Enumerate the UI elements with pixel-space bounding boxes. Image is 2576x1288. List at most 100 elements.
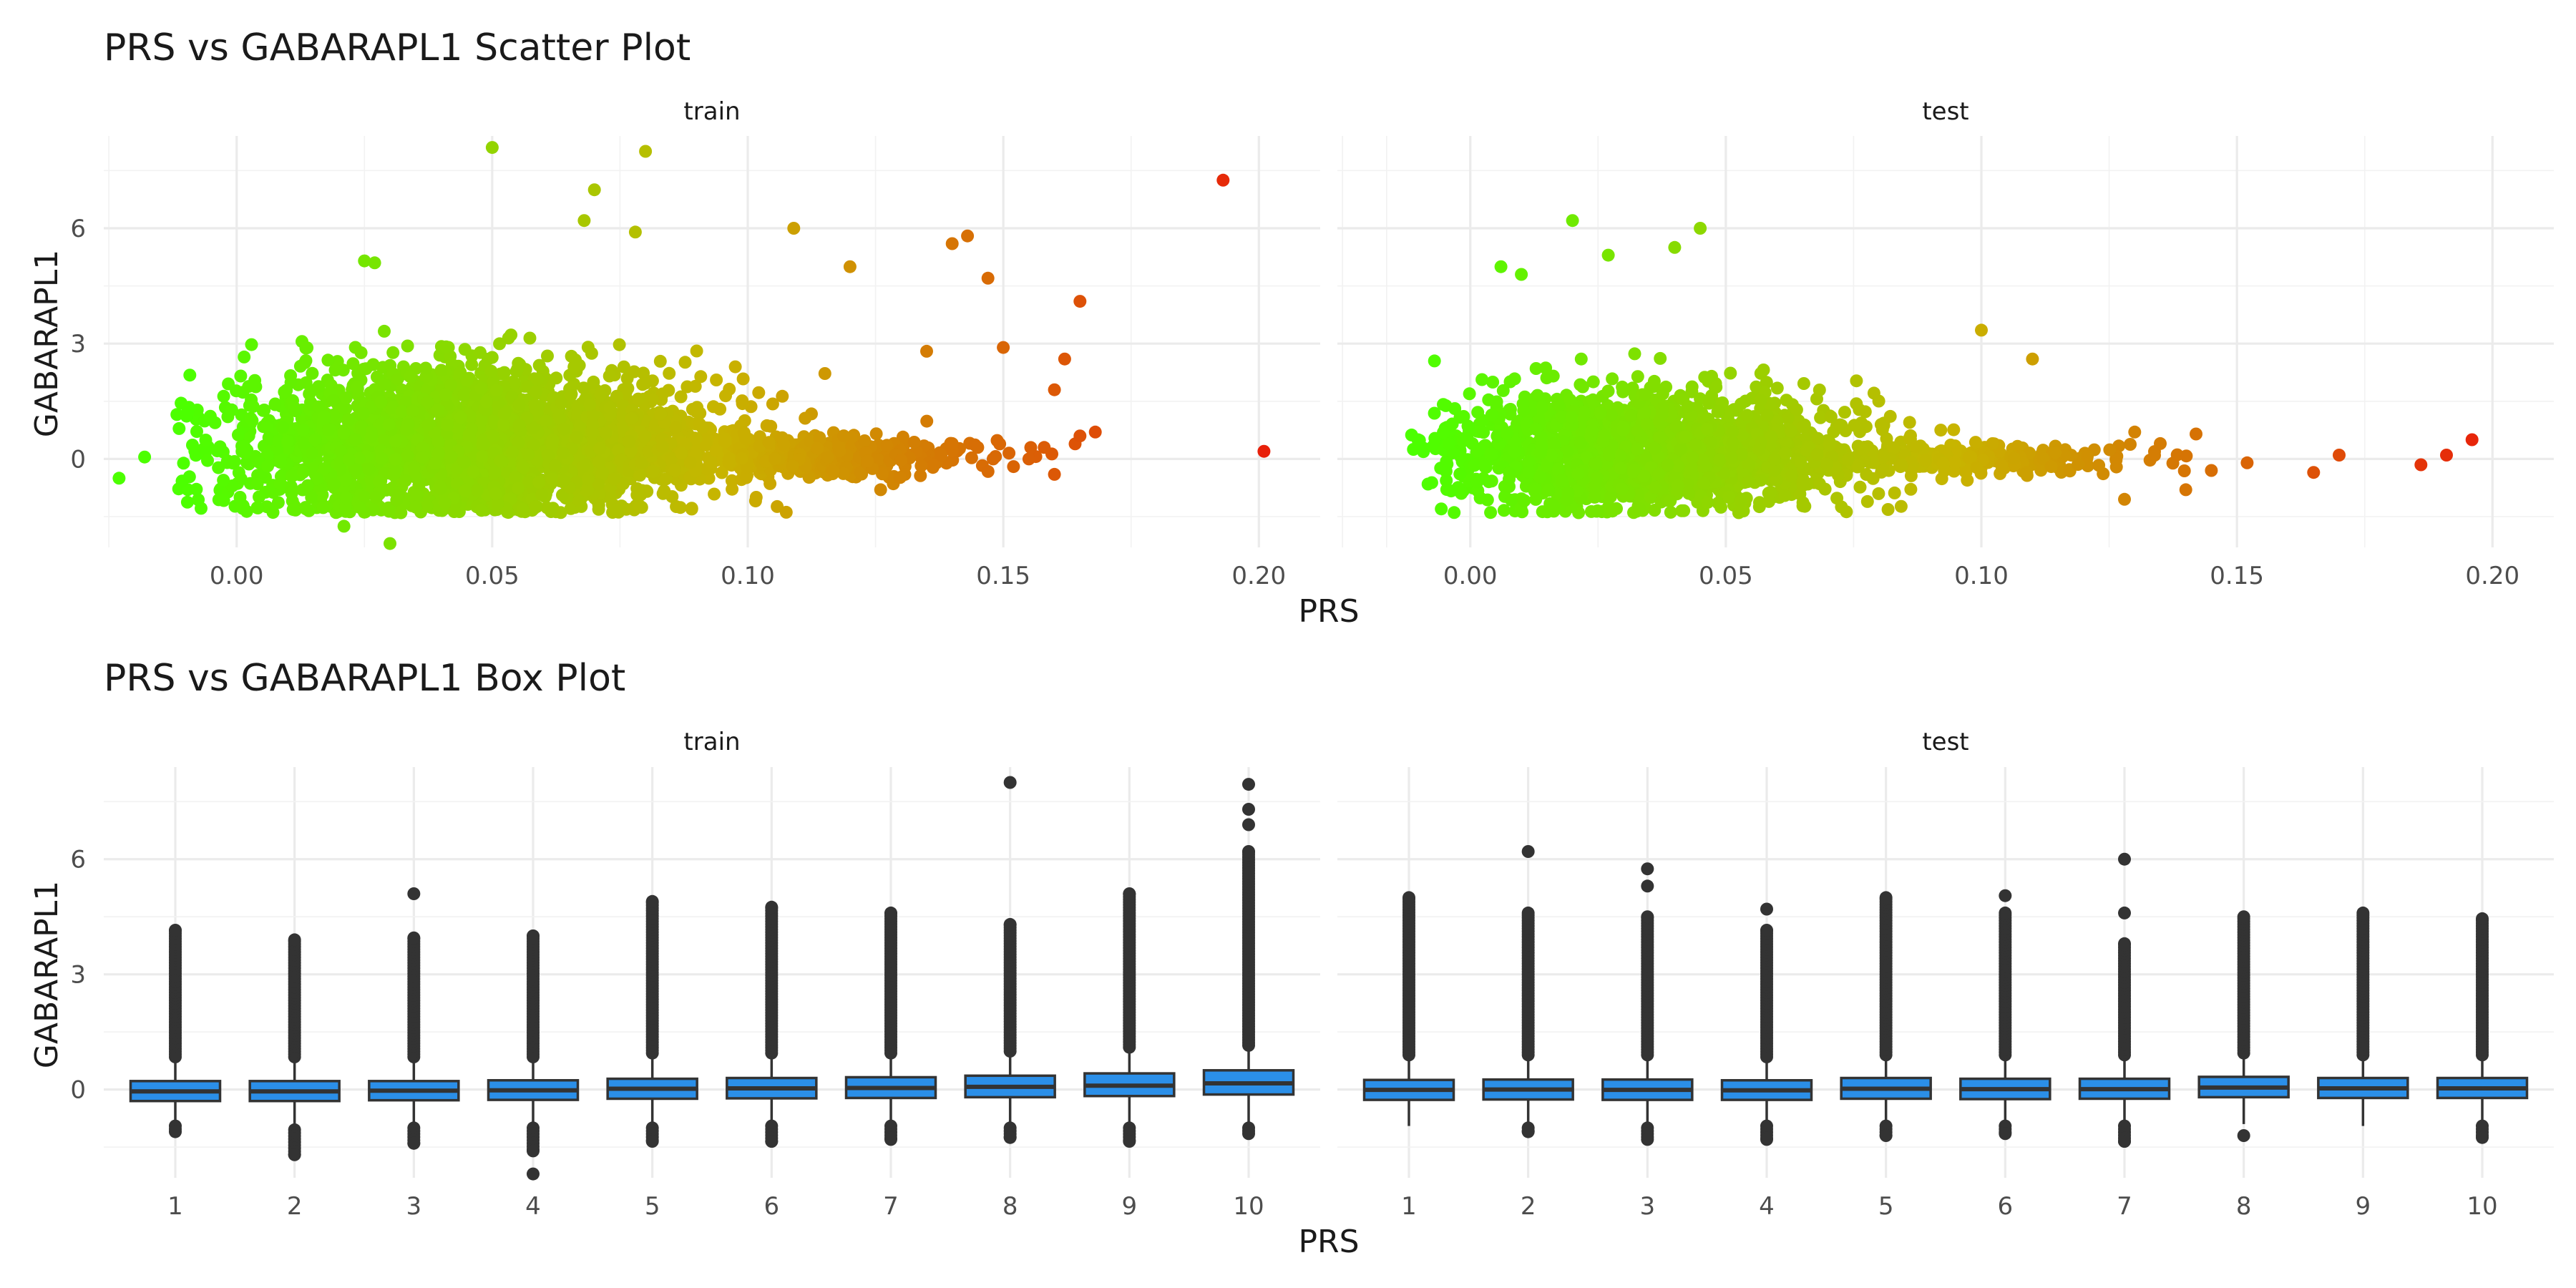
- scatter-point: [299, 354, 313, 367]
- scatter-point: [557, 446, 570, 459]
- scatter-point: [1696, 453, 1709, 467]
- scatter-point: [709, 444, 723, 457]
- scatter-point: [613, 338, 626, 351]
- scatter-point: [1797, 479, 1810, 492]
- scatter-point: [1576, 380, 1589, 394]
- scatter-point: [375, 452, 389, 465]
- scatter-point: [630, 488, 644, 502]
- scatter-point: [622, 435, 635, 448]
- scatter-point: [373, 474, 386, 488]
- scatter-point: [703, 454, 717, 467]
- scatter-point: [337, 426, 351, 439]
- scatter-point: [1606, 372, 1619, 386]
- scatter-point: [961, 229, 975, 243]
- scatter-point: [1881, 503, 1895, 516]
- scatter-point: [250, 477, 264, 491]
- scatter-point: [260, 421, 273, 434]
- scatter-point: [1552, 399, 1566, 413]
- scatter-point: [965, 451, 978, 464]
- scatter-point: [762, 436, 776, 449]
- scatter-point: [348, 433, 362, 447]
- scatter-point: [183, 369, 197, 382]
- scatter-point: [635, 457, 648, 470]
- scatter-point: [474, 381, 488, 395]
- scatter-point: [694, 370, 708, 384]
- scatter-point: [1531, 389, 1544, 402]
- scatter-point: [512, 356, 525, 370]
- scatter-point: [945, 237, 959, 250]
- scatter-point: [1508, 445, 1521, 458]
- scatter-point: [1475, 414, 1489, 427]
- scatter-point: [321, 424, 335, 436]
- scatter-point: [1760, 376, 1773, 389]
- scatter-point: [1007, 460, 1020, 474]
- scatter-point: [719, 389, 732, 403]
- scatter-point: [384, 537, 396, 550]
- scatter-point: [581, 483, 595, 497]
- scatter-point: [1586, 393, 1600, 406]
- scatter-point: [1463, 387, 1476, 401]
- scatter-point: [401, 339, 414, 353]
- scatter-point: [1681, 399, 1694, 413]
- scatter-point: [244, 411, 258, 425]
- scatter-point: [457, 388, 471, 401]
- scatter-point: [497, 366, 511, 379]
- scatter-point: [454, 411, 467, 424]
- scatter-point: [1734, 494, 1747, 508]
- scatter-point: [1664, 494, 1677, 507]
- scatter-point: [409, 500, 423, 514]
- scatter-point: [594, 387, 608, 401]
- scatter-point: [454, 366, 467, 379]
- scatter-point: [1631, 424, 1644, 438]
- scatter-point: [1654, 351, 1667, 365]
- scatter-point: [378, 324, 391, 338]
- scatter-point: [541, 349, 554, 363]
- scatter-point: [1835, 500, 1848, 514]
- scatter-point: [1631, 488, 1645, 502]
- scatter-point: [285, 469, 298, 483]
- scatter-point: [1778, 489, 1792, 502]
- scatter-point: [572, 494, 585, 507]
- scatter-point: [1560, 444, 1574, 458]
- scatter-point: [1947, 423, 1961, 436]
- scatter-point: [1648, 441, 1662, 455]
- scatter-point: [278, 385, 291, 399]
- scatter-point: [768, 452, 781, 466]
- scatter-point: [1883, 409, 1897, 423]
- scatter-point: [444, 449, 458, 463]
- scatter-point: [246, 400, 260, 413]
- scatter-point: [1753, 496, 1766, 509]
- scatter-point: [673, 501, 687, 514]
- scatter-point: [531, 372, 545, 386]
- scatter-point: [308, 433, 322, 447]
- scatter-point: [555, 396, 568, 409]
- scatter-point: [222, 377, 235, 391]
- scatter-point: [280, 434, 294, 448]
- scatter-point: [321, 353, 335, 367]
- scatter-point: [553, 412, 567, 426]
- scatter-point: [1648, 481, 1662, 494]
- scatter-point: [342, 452, 356, 466]
- scatter-point: [1548, 439, 1561, 452]
- scatter-point: [557, 474, 570, 487]
- scatter-point: [557, 422, 571, 436]
- scatter-point: [631, 392, 645, 406]
- scatter-point: [439, 340, 453, 353]
- scatter-point: [517, 461, 530, 474]
- scatter-point: [1712, 497, 1725, 509]
- scatter-point: [532, 475, 545, 489]
- scatter-point: [592, 499, 605, 512]
- scatter-point: [186, 439, 199, 452]
- scatter-point: [570, 430, 584, 444]
- scatter-point: [535, 488, 549, 502]
- scatter-point: [1724, 366, 1737, 380]
- scatter-point: [112, 472, 126, 485]
- scatter-point: [1601, 384, 1615, 398]
- scatter-point: [172, 421, 186, 435]
- scatter-point: [638, 376, 652, 390]
- scatter-point: [1860, 494, 1874, 508]
- scatter-point: [1477, 426, 1491, 439]
- scatter-point: [843, 260, 857, 273]
- scatter-point: [339, 391, 353, 405]
- scatter-point: [736, 394, 749, 408]
